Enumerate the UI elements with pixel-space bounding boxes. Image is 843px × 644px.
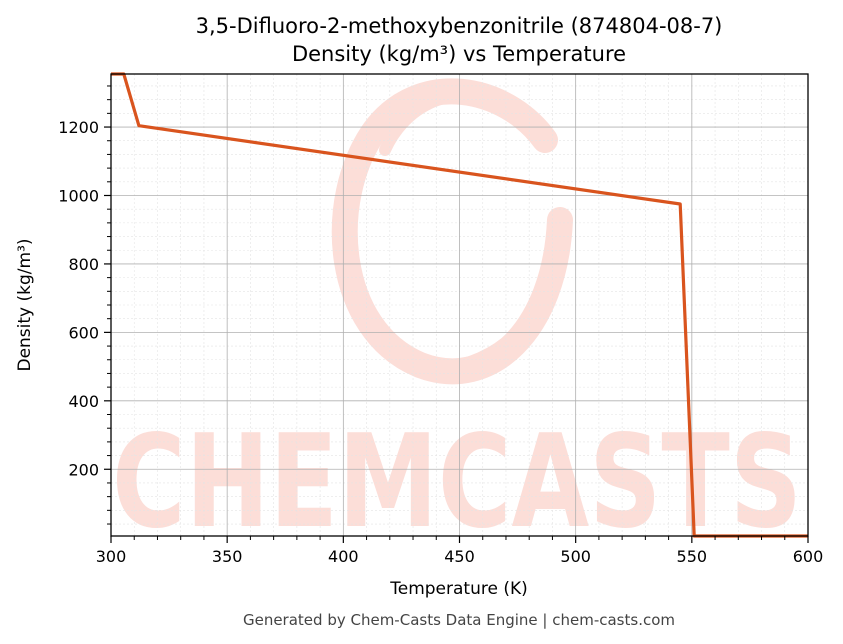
y-tick-label: 200 — [68, 460, 99, 479]
y-tick-label: 600 — [68, 323, 99, 342]
y-tick-label: 400 — [68, 392, 99, 411]
x-tick-label: 350 — [212, 547, 243, 566]
chart-title: 3,5-Difluoro-2-methoxybenzonitrile (8748… — [196, 14, 723, 38]
y-tick-label: 1000 — [58, 186, 99, 205]
y-axis-label: Density (kg/m³) — [15, 238, 35, 371]
x-axis-label: Temperature (K) — [389, 579, 528, 599]
watermark: CHEMCASTS — [112, 78, 802, 557]
x-tick-label: 600 — [793, 547, 824, 566]
y-tick-label: 1200 — [58, 118, 99, 137]
footer-credit: Generated by Chem-Casts Data Engine | ch… — [243, 611, 675, 629]
x-tick-label: 550 — [677, 547, 708, 566]
watermark-swirl-logo — [331, 78, 573, 385]
x-tick-label: 300 — [96, 547, 127, 566]
x-tick-label: 500 — [560, 547, 591, 566]
chart-subtitle: Density (kg/m³) vs Temperature — [292, 42, 626, 66]
y-axis: 200 400 600 800 1000 1200 — [58, 85, 111, 525]
x-axis: 300 350 400 450 500 550 600 — [96, 536, 824, 566]
x-tick-label: 450 — [444, 547, 475, 566]
y-tick-label: 800 — [68, 255, 99, 274]
x-tick-label: 400 — [328, 547, 359, 566]
